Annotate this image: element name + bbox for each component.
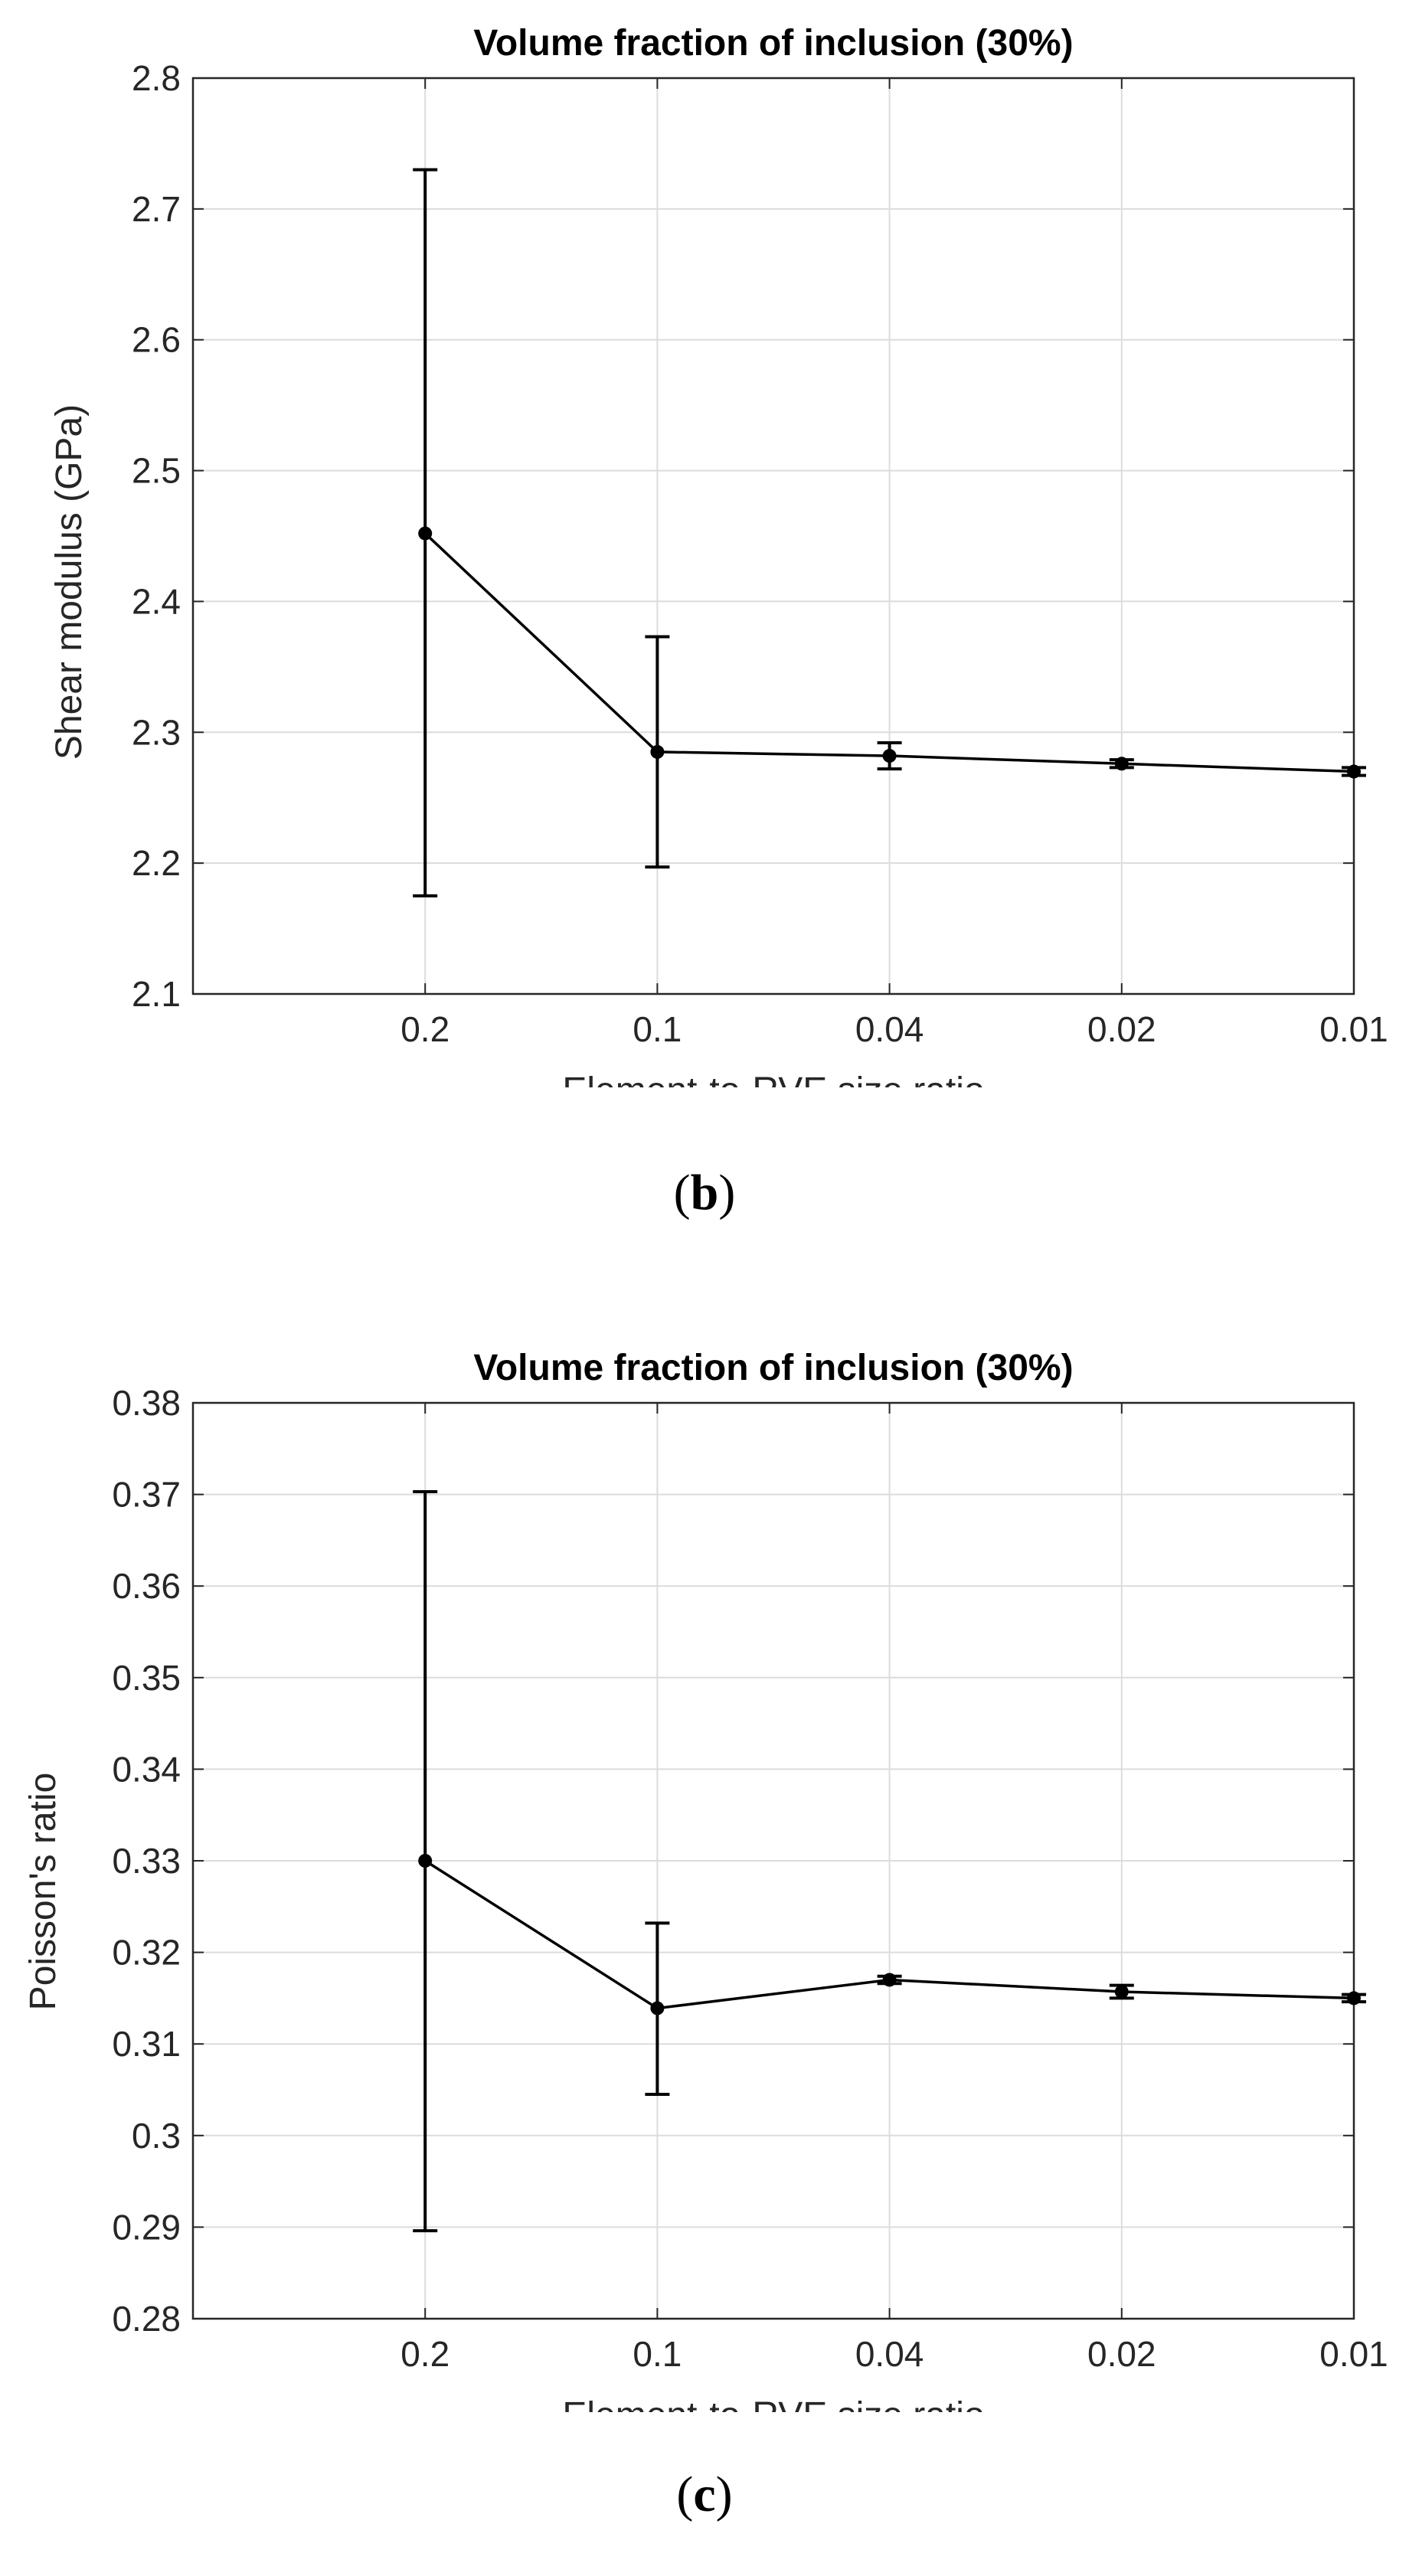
figure-b: 2.1 2.2 2.3 2.4 2.5 2.6 2.7 2.8 0.2 0.1 0.04 0.02 0.…	[0, 0, 1409, 1195]
x-axis-label: Element-to-RVE size ratio	[562, 1071, 984, 1087]
y-tick-label: 0.33	[112, 1841, 181, 1881]
y-tick-label: 2.8	[132, 58, 181, 98]
poissons-ratio-chart: 0.28 0.29 0.3 0.31 0.32 0.33 0.34 0.35 0.36 0.37 0…	[23, 1348, 1388, 2436]
x-tick-label: 0.01	[1319, 1009, 1388, 1049]
chart-title: Volume fraction of inclusion (30%)	[473, 23, 1073, 64]
shear-modulus-chart: 2.1 2.2 2.3 2.4 2.5 2.6 2.7 2.8 0.2 0.1 0.04 0.02 0.…	[49, 23, 1388, 1111]
y-tick-label: 2.5	[132, 451, 181, 491]
x-tick-label: 0.04	[855, 1009, 924, 1049]
y-tick-label: 0.38	[112, 1383, 181, 1423]
y-tick-label: 2.6	[132, 320, 181, 360]
panel-label-b: (b)	[673, 1165, 736, 1221]
y-tick-label: 0.28	[112, 2299, 181, 2339]
data-point	[1114, 1985, 1129, 1999]
data-point	[882, 749, 897, 763]
y-tick-label: 2.3	[132, 712, 181, 752]
chart-title: Volume fraction of inclusion (30%)	[473, 1348, 1073, 1388]
y-tick-label: 0.36	[112, 1566, 181, 1606]
data-point	[418, 526, 433, 541]
y-tick-label: 2.7	[132, 189, 181, 229]
y-tick-label: 0.35	[112, 1658, 181, 1698]
y-tick-label: 0.37	[112, 1475, 181, 1515]
x-tick-label: 0.2	[400, 2334, 450, 2374]
data-point	[1114, 757, 1129, 771]
plot-frame	[191, 77, 1355, 995]
x-tick-label: 0.1	[633, 2334, 682, 2374]
x-tick-label: 0.01	[1319, 2334, 1388, 2374]
y-tick-label: 2.2	[132, 843, 181, 883]
panel-label-c: (c)	[676, 2466, 733, 2522]
data-point	[418, 1854, 433, 1868]
x-tick-label: 0.2	[400, 1009, 450, 1049]
y-tick-label: 2.4	[132, 581, 181, 621]
y-tick-label: 0.31	[112, 2024, 181, 2064]
data-point	[1347, 764, 1361, 779]
x-tick-label: 0.02	[1087, 1009, 1156, 1049]
data-point	[650, 2001, 665, 2015]
y-tick-label: 0.29	[112, 2207, 181, 2247]
data-point	[1347, 1991, 1361, 2006]
x-tick-label: 0.04	[855, 2334, 924, 2374]
y-axis-label: Poisson's ratio	[23, 1773, 64, 2011]
figure-c: 0.28 0.29 0.3 0.31 0.32 0.33 0.34 0.35 0.36 0.37 0…	[0, 1325, 1409, 2473]
data-point	[882, 1973, 897, 1987]
data-point	[650, 744, 665, 759]
x-tick-label: 0.02	[1087, 2334, 1156, 2374]
y-tick-label: 0.34	[112, 1749, 181, 1789]
x-axis-label: Element-to-RVE size ratio	[562, 2395, 984, 2412]
y-axis-label: Shear modulus (GPa)	[49, 404, 90, 760]
x-tick-label: 0.1	[633, 1009, 682, 1049]
y-tick-label: 0.3	[132, 2116, 181, 2156]
y-tick-label: 2.1	[132, 974, 181, 1014]
y-tick-label: 0.32	[112, 1933, 181, 1973]
